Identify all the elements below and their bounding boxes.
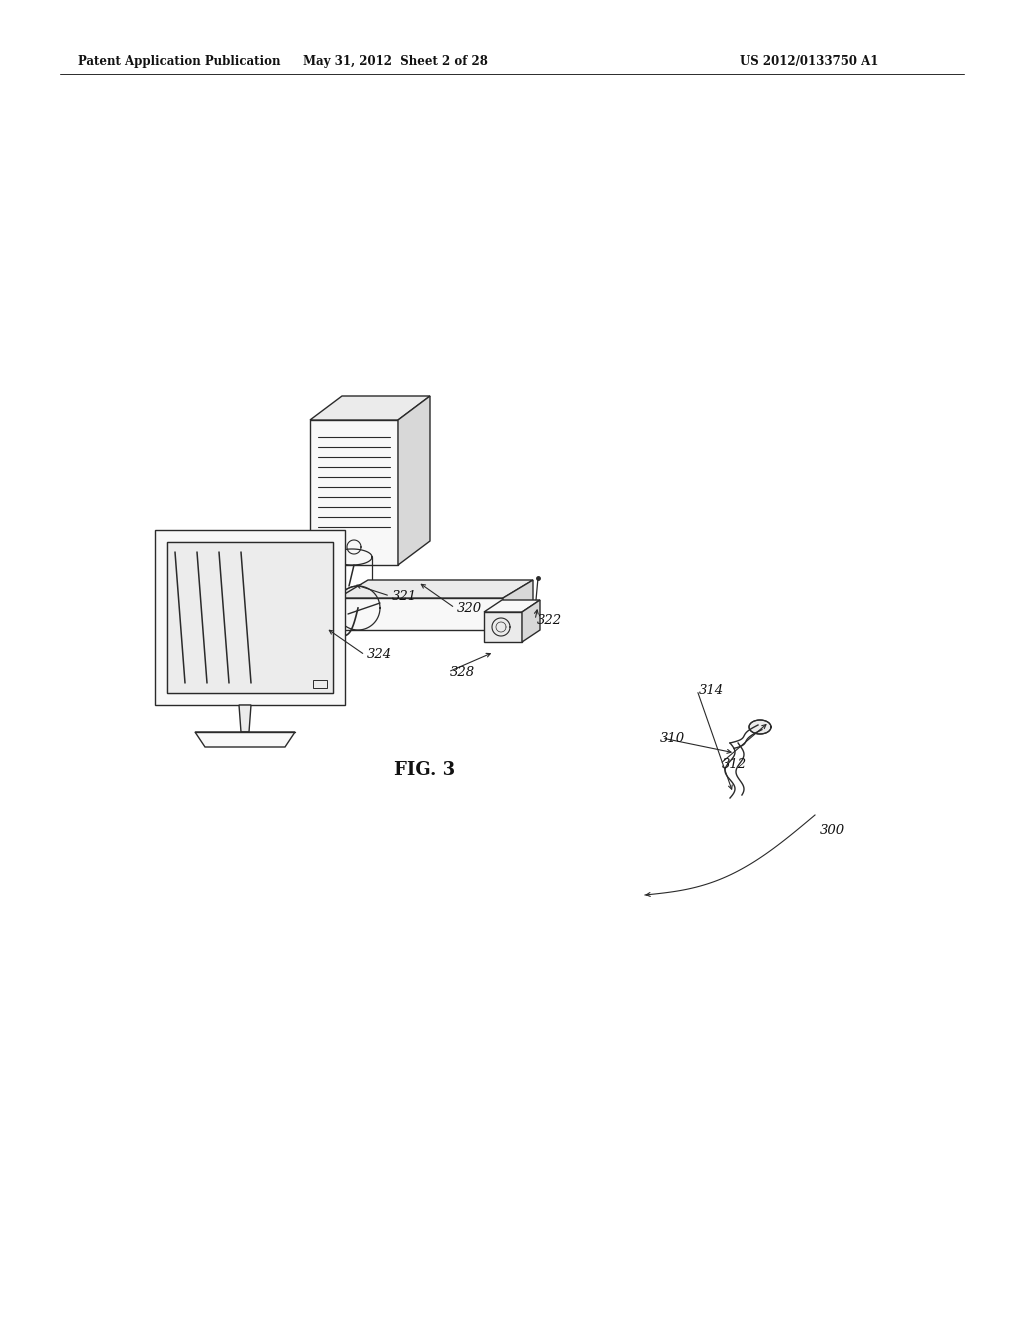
Text: Patent Application Publication: Patent Application Publication — [78, 55, 281, 69]
Text: 312: 312 — [722, 758, 748, 771]
Polygon shape — [398, 396, 430, 565]
Polygon shape — [503, 579, 534, 630]
Ellipse shape — [749, 719, 771, 734]
Polygon shape — [167, 543, 333, 693]
Text: 324: 324 — [367, 648, 392, 661]
Polygon shape — [522, 601, 540, 642]
Text: 300: 300 — [820, 824, 845, 837]
Text: May 31, 2012  Sheet 2 of 28: May 31, 2012 Sheet 2 of 28 — [302, 55, 487, 69]
Polygon shape — [338, 598, 503, 630]
Text: 310: 310 — [660, 731, 685, 744]
Text: 321: 321 — [392, 590, 417, 602]
Text: US 2012/0133750 A1: US 2012/0133750 A1 — [740, 55, 879, 69]
Polygon shape — [239, 705, 251, 733]
Polygon shape — [195, 733, 295, 747]
Text: 314: 314 — [699, 684, 724, 697]
Polygon shape — [484, 612, 522, 642]
Text: 322: 322 — [537, 614, 562, 627]
Text: FIG. 3: FIG. 3 — [394, 762, 456, 779]
Polygon shape — [338, 579, 534, 598]
Polygon shape — [484, 601, 540, 612]
Text: 328: 328 — [450, 665, 475, 678]
Text: 320: 320 — [457, 602, 482, 615]
Polygon shape — [310, 420, 398, 565]
Polygon shape — [310, 396, 430, 420]
Circle shape — [336, 586, 380, 630]
Polygon shape — [155, 531, 345, 705]
